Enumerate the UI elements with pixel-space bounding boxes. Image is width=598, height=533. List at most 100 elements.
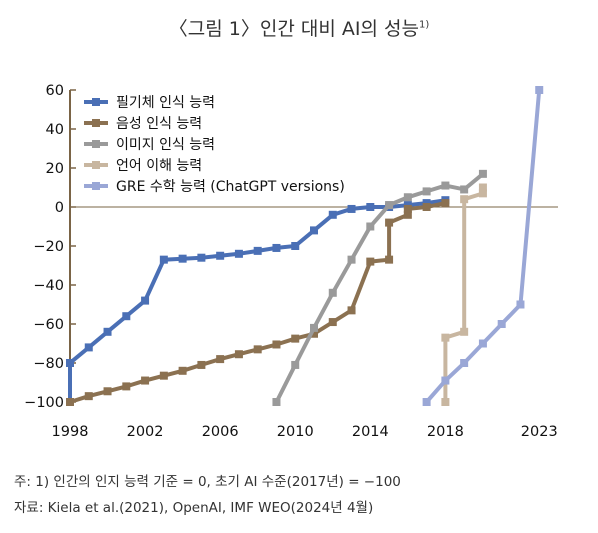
- data-point: [366, 203, 375, 211]
- data-point: [497, 320, 506, 328]
- chart-title-text: 〈그림 1〉인간 대비 AI의 성능: [168, 18, 419, 40]
- data-point: [460, 195, 469, 204]
- data-point: [460, 185, 469, 194]
- y-tick-label: −40: [33, 278, 64, 294]
- legend-label: 이미지 인식 능력: [116, 137, 215, 153]
- x-tick-label: 2006: [202, 424, 239, 440]
- y-tick-label: 20: [46, 161, 64, 177]
- y-tick-label: −80: [33, 356, 64, 372]
- x-tick-label: 2023: [521, 424, 558, 440]
- data-point: [366, 257, 375, 266]
- data-point: [385, 255, 394, 264]
- data-point: [272, 243, 281, 252]
- data-point: [197, 360, 206, 369]
- data-point: [253, 246, 262, 255]
- legend-label: GRE 수학 능력 (ChatGPT versions): [116, 179, 345, 195]
- y-tick-label: 60: [46, 83, 64, 99]
- y-tick-label: 0: [55, 200, 64, 216]
- chart-series: [66, 86, 544, 406]
- legend-label: 언어 이해 능력: [116, 158, 202, 174]
- series-1: [66, 199, 450, 406]
- data-point: [422, 187, 431, 196]
- chart-title: 〈그림 1〉인간 대비 AI의 성능1): [0, 14, 598, 41]
- series-0: [66, 196, 450, 406]
- data-point: [291, 242, 300, 250]
- data-point: [122, 312, 131, 321]
- data-point: [178, 366, 187, 375]
- data-point: [141, 376, 150, 385]
- legend-marker: [92, 161, 100, 169]
- data-point: [460, 327, 469, 336]
- x-tick-label: 2010: [277, 424, 314, 440]
- line-chart: 60 40 20 0 −20 −40 −60 −80 −100 1998 2002 2006 2010 2…: [24, 83, 558, 440]
- chart-title-footnote-mark: 1): [418, 19, 430, 31]
- data-point: [234, 249, 243, 258]
- legend-marker: [92, 119, 100, 127]
- data-point: [328, 210, 337, 219]
- data-point: [159, 255, 168, 264]
- x-tick-label: 1998: [52, 424, 89, 440]
- data-point: [310, 323, 318, 332]
- data-point: [310, 226, 318, 235]
- chart-axes: 60 40 20 0 −20 −40 −60 −80 −100 1998 2002 2006 2010 2…: [24, 83, 558, 440]
- data-point: [403, 193, 412, 202]
- series-3: [441, 183, 487, 406]
- data-point: [253, 345, 262, 354]
- legend-marker: [92, 98, 100, 106]
- data-point: [403, 204, 412, 213]
- data-point: [441, 398, 450, 406]
- data-point: [178, 254, 187, 263]
- data-point: [441, 376, 450, 385]
- data-point: [122, 382, 131, 391]
- data-point: [291, 360, 300, 369]
- data-point: [366, 222, 375, 231]
- data-point: [197, 253, 206, 262]
- legend-label: 음성 인식 능력: [116, 116, 202, 132]
- data-point: [460, 359, 469, 367]
- data-point: [422, 203, 431, 211]
- data-point: [516, 300, 525, 309]
- data-point: [84, 343, 93, 352]
- data-point: [347, 204, 356, 213]
- data-point: [441, 199, 450, 208]
- data-point: [535, 86, 544, 94]
- legend-label: 필기체 인식 능력: [116, 95, 215, 111]
- y-tick-label: −60: [33, 317, 64, 333]
- y-tick-label: 40: [46, 122, 64, 138]
- series-line: [68, 198, 446, 402]
- y-tick-label: −20: [33, 239, 64, 255]
- data-point: [84, 392, 93, 401]
- data-point: [478, 339, 487, 348]
- y-tick-label: −100: [24, 395, 64, 411]
- data-point: [291, 334, 300, 343]
- data-point: [478, 169, 487, 178]
- data-point: [141, 296, 150, 305]
- data-point: [422, 398, 431, 406]
- data-point: [234, 350, 243, 359]
- data-point: [328, 318, 337, 327]
- data-point: [310, 329, 318, 338]
- data-point: [403, 210, 412, 219]
- data-point: [159, 371, 168, 380]
- data-point: [216, 355, 225, 364]
- data-point: [103, 387, 112, 396]
- data-point: [385, 218, 394, 227]
- data-point: [441, 181, 450, 190]
- data-point: [328, 288, 337, 297]
- data-point: [272, 340, 281, 349]
- legend-marker: [92, 140, 100, 148]
- x-tick-label: 2014: [352, 424, 389, 440]
- series-line: [443, 187, 485, 402]
- data-point: [103, 327, 112, 336]
- chart-source: 자료: Kiela et al.(2021), OpenAI, IMF WEO(…: [14, 500, 374, 516]
- data-point: [385, 201, 394, 210]
- series-line: [69, 201, 446, 404]
- data-point: [347, 306, 356, 315]
- x-tick-label: 2018: [427, 424, 464, 440]
- data-point: [478, 183, 487, 192]
- series-2: [272, 169, 487, 406]
- data-point: [478, 189, 487, 198]
- data-point: [216, 251, 225, 260]
- data-point: [347, 255, 356, 264]
